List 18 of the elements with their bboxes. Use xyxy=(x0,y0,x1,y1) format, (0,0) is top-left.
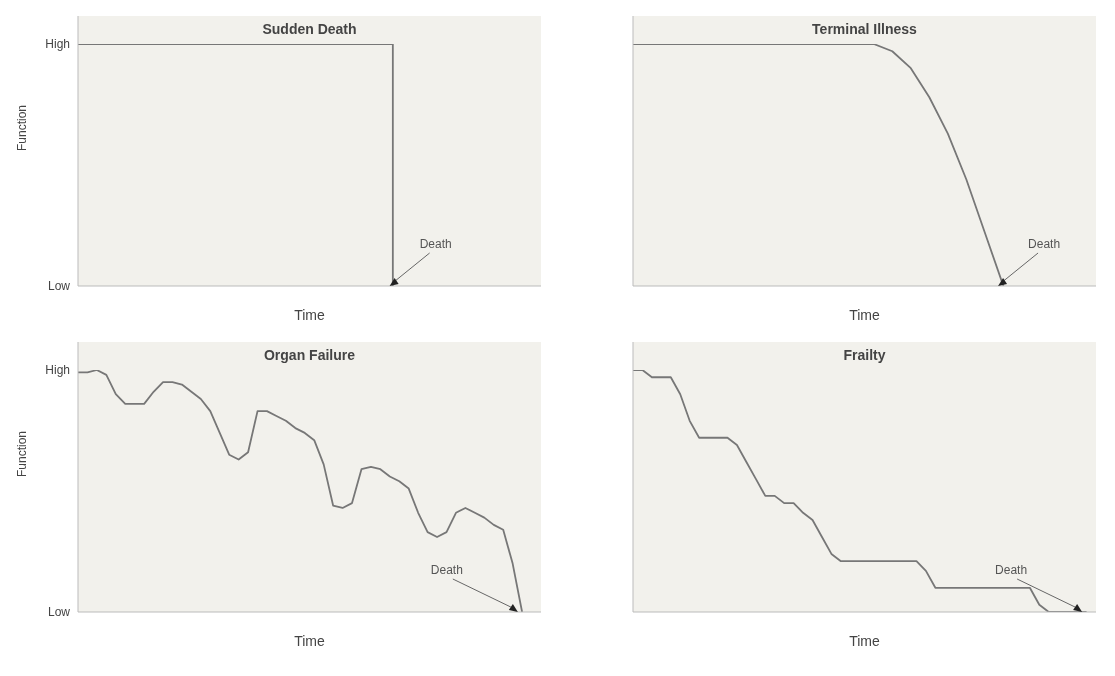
y-axis-title: Function xyxy=(15,104,30,151)
annotation: Death xyxy=(1028,237,1061,251)
annotation: Death xyxy=(419,237,452,251)
chart-title: Organ Failure xyxy=(263,347,356,363)
chart-title: Frailty xyxy=(843,347,886,363)
x-axis-title: Time xyxy=(849,307,881,323)
annotation: Death xyxy=(995,563,1028,577)
annotation: Death xyxy=(430,563,463,577)
x-axis-title: Time xyxy=(294,633,326,649)
text: High xyxy=(45,363,70,377)
chart-title: Sudden Death xyxy=(262,21,357,37)
x-axis-title: Time xyxy=(849,633,881,649)
chart-title: Terminal Illness xyxy=(812,21,918,37)
x-axis-title: Time xyxy=(294,307,326,323)
text: Low xyxy=(47,279,71,293)
text: High xyxy=(45,37,70,51)
y-axis-title: Function xyxy=(15,430,30,477)
text: Low xyxy=(47,605,71,619)
